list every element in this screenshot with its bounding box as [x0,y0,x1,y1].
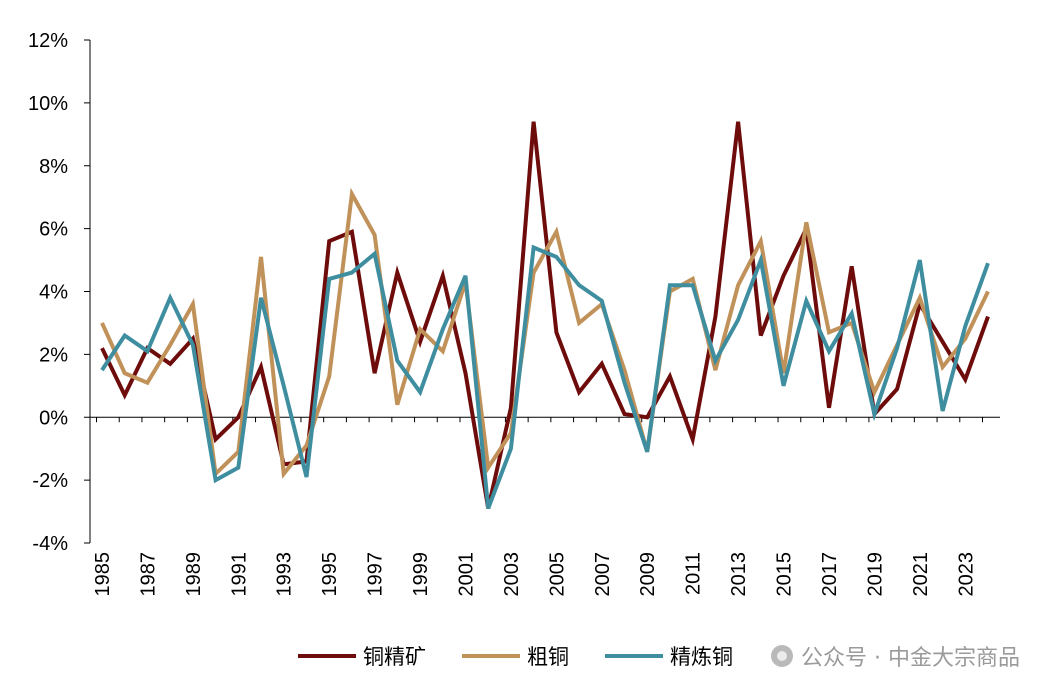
series-line-3 [100,244,990,510]
y-tick-label: 4% [39,282,68,304]
legend-label-3: 精炼铜 [670,645,733,669]
y-tick-label: 8% [39,156,68,178]
y-tick-label: -2% [32,470,68,492]
series-line-1 [100,121,990,509]
x-tick-label: 1995 [319,552,341,597]
x-tick-label: 2009 [637,552,659,597]
x-tick-label: 1997 [365,552,387,597]
watermark: 公众号 · 中金大宗商品 [771,640,1020,672]
x-tick-label: 2015 [774,552,796,597]
x-tick-label: 1991 [228,552,250,597]
x-tick-label: 2017 [819,552,841,597]
y-tick-label: 10% [28,93,68,115]
x-tick-label: 2021 [910,552,932,597]
legend-label-2: 粗铜 [527,645,569,669]
x-tick-label: 1993 [274,552,296,597]
x-tick-label: 2005 [546,552,568,597]
series-lines [100,121,990,510]
y-tick-label: 0% [39,407,68,429]
x-tick-label: 1987 [137,552,159,597]
y-tick-label: -4% [32,533,68,555]
x-tick-label: 2007 [592,552,614,597]
y-tick-label: 6% [39,219,68,241]
x-tick-label: 1999 [410,552,432,597]
wechat-icon [771,645,794,667]
x-tick-label: 2013 [728,552,750,597]
x-tick-label: 2011 [683,552,705,595]
watermark-text: 公众号 · 中金大宗商品 [801,646,1020,671]
x-tick-label: 2003 [501,552,523,597]
y-tick-label: 12% [28,30,68,52]
x-tick-label: 2023 [955,552,977,597]
y-tick-label: 2% [39,344,68,366]
x-tick-label: 2019 [864,552,886,597]
x-tick-label: 1989 [183,552,205,597]
x-axis: 1985 1987 1989 1991 1993 1995 1997 1999 2001 2003… [90,416,1000,597]
y-axis: -4% -2% 0% 2% 4% 6% 8% 10% 12% [28,30,91,555]
x-tick-label: 1985 [92,552,114,597]
legend-label-1: 铜精矿 [363,645,426,669]
x-tick-label: 2001 [455,552,477,597]
legend: 铜精矿 粗铜 精炼铜 [298,645,733,669]
